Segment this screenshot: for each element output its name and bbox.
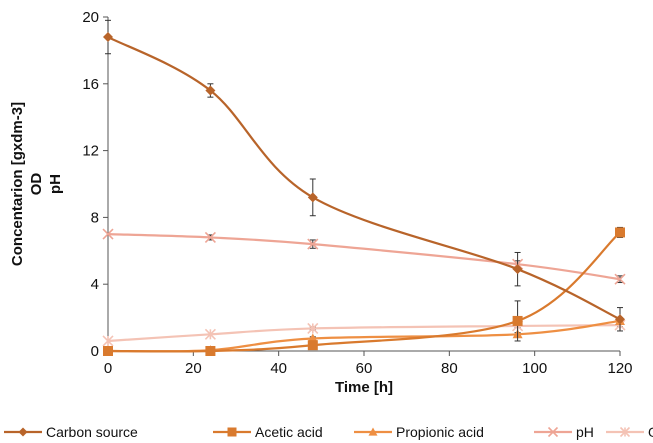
legend-swatch-marker <box>547 426 559 438</box>
series-acetic-acid <box>103 226 625 356</box>
series-line <box>107 36 621 321</box>
legend-item: pH <box>534 424 594 440</box>
data-point <box>205 85 216 96</box>
y-tick-label: 16 <box>82 76 99 93</box>
legend-swatch-marker <box>368 427 378 436</box>
legend: Carbon source Acetic acid Propionic acid pH… <box>4 424 653 440</box>
data-point <box>512 264 523 275</box>
data-point <box>615 227 625 238</box>
series-line <box>107 231 621 353</box>
x-tick-label: 100 <box>522 360 547 377</box>
marker-stroke <box>614 273 626 285</box>
y-tick-label: 20 <box>82 9 99 26</box>
legend-label: Acetic acid <box>255 424 323 440</box>
axes: 0 4 8 12 16 20 0 20 40 60 80 100 120 <box>82 9 632 377</box>
data-point <box>103 32 113 43</box>
data-point <box>307 192 318 203</box>
x-tick-label: 20 <box>185 360 202 377</box>
data-point <box>307 238 319 250</box>
data-point <box>307 322 319 335</box>
y-axis-title: Concentarion [gxdm-3] OD pH <box>9 102 64 266</box>
y-tick-label: 4 <box>91 276 99 293</box>
series-line <box>107 324 621 343</box>
series-carbon-source <box>103 19 625 332</box>
x-axis-title: Time [h] <box>335 379 393 396</box>
legend-swatch-marker <box>18 427 28 437</box>
legend-item: OD <box>606 424 653 440</box>
series-line <box>107 233 621 281</box>
legend-swatch-marker <box>619 426 631 438</box>
y-axis-title-line: Concentarion [gxdm-3] <box>9 102 26 266</box>
marker-stroke <box>204 231 216 244</box>
data-point <box>512 315 523 326</box>
x-tick-label: 80 <box>441 360 458 377</box>
marker-stroke <box>547 426 559 438</box>
data-point <box>204 231 216 244</box>
legend-label: Carbon source <box>46 424 138 440</box>
y-axis-title-line: pH <box>47 174 64 194</box>
data-point <box>205 346 216 356</box>
marker-stroke <box>307 238 319 250</box>
y-tick-label: 8 <box>91 209 99 226</box>
data-point <box>102 335 114 347</box>
x-tick-label: 120 <box>607 360 632 377</box>
series-layer <box>102 19 626 356</box>
legend-item: Propionic acid <box>354 424 484 440</box>
x-tick-label: 40 <box>270 360 287 377</box>
marker-stroke <box>102 228 114 240</box>
legend-label: Propionic acid <box>396 424 484 440</box>
data-point <box>103 346 113 356</box>
y-tick-label: 0 <box>91 343 99 360</box>
x-tick-label: 60 <box>356 360 373 377</box>
data-point <box>615 314 625 325</box>
legend-swatch-marker <box>227 427 237 437</box>
data-point <box>614 273 626 285</box>
data-point <box>307 340 318 351</box>
y-axis-title-line: OD <box>28 173 45 196</box>
data-point <box>102 228 114 240</box>
x-tick-label: 0 <box>104 360 112 377</box>
legend-label: pH <box>576 424 594 440</box>
legend-item: Carbon source <box>4 424 138 440</box>
y-tick-label: 12 <box>82 143 99 160</box>
data-point <box>204 328 216 340</box>
series-ph <box>102 228 626 285</box>
legend-item: Acetic acid <box>213 424 323 440</box>
legend-label: OD <box>648 424 653 440</box>
